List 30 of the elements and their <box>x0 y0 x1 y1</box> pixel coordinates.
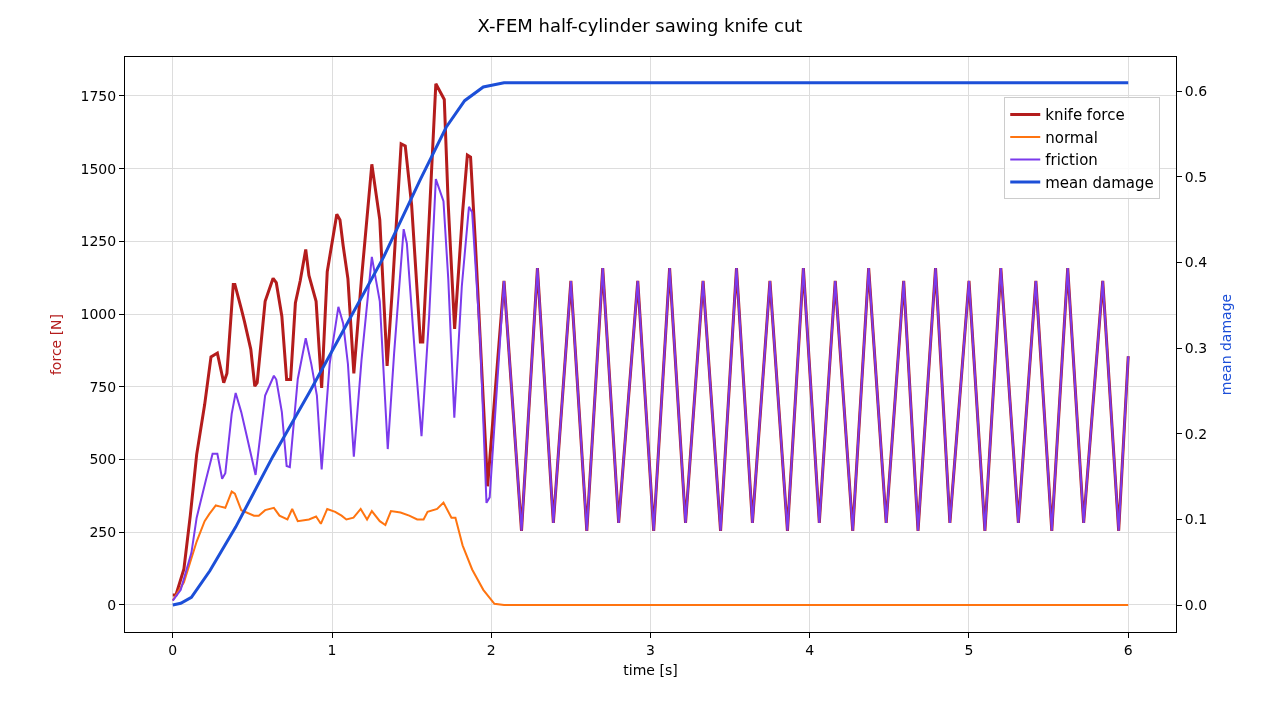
y-tick-label: 1750 <box>80 87 117 104</box>
x-tick-label: 6 <box>1123 641 1133 658</box>
y2-tick-label: 0.3 <box>1184 340 1208 357</box>
x-tick-label: 0 <box>168 641 178 658</box>
x-tick-label: 5 <box>964 641 974 658</box>
x-tick-label: 2 <box>486 641 496 658</box>
y-tick-label: 0 <box>107 596 117 613</box>
y2-tick-label: 0.1 <box>1184 511 1208 528</box>
y2-axis-title: mean damage <box>1218 293 1235 396</box>
y2-tick-label: 0.0 <box>1184 596 1208 613</box>
y2-tick-label: 0.4 <box>1184 254 1208 271</box>
y2-tick-label: 0.6 <box>1184 83 1208 100</box>
x-axis-title: time [s] <box>623 662 678 679</box>
x-tick-label: 1 <box>327 641 337 658</box>
y2-tick-label: 0.5 <box>1184 168 1208 185</box>
y-tick-label: 1250 <box>80 233 117 250</box>
x-tick-label: 4 <box>805 641 815 658</box>
y-tick-label: 1500 <box>80 160 117 177</box>
y-axis-title: force [N] <box>48 313 65 376</box>
y2-tick-label: 0.2 <box>1184 425 1208 442</box>
legend-label: normal <box>1045 128 1098 147</box>
y-tick-label: 1000 <box>80 306 117 323</box>
legend-label: mean damage <box>1045 173 1154 192</box>
chart-title: X-FEM half-cylinder sawing knife cut <box>477 14 803 36</box>
y-tick-label: 250 <box>89 524 117 541</box>
y-tick-label: 500 <box>89 451 117 468</box>
y-tick-label: 750 <box>89 378 117 395</box>
legend-label: knife force <box>1045 106 1125 125</box>
x-tick-label: 3 <box>646 641 655 658</box>
legend-label: friction <box>1045 151 1098 170</box>
